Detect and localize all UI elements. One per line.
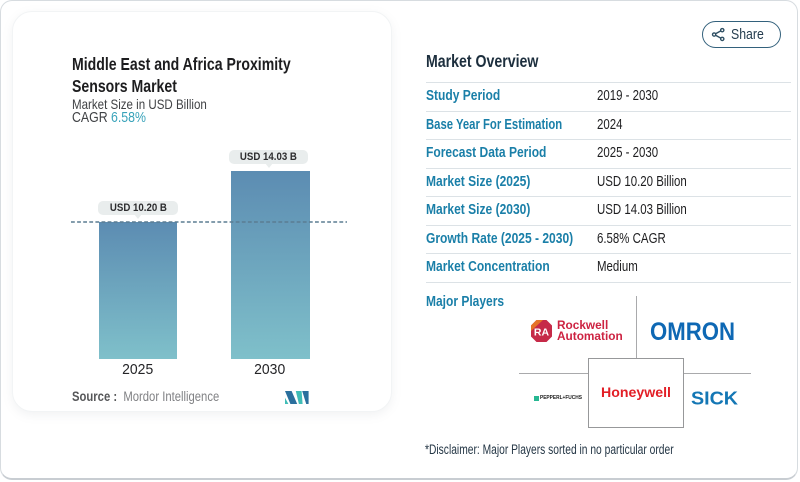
svg-text:SICK: SICK	[691, 389, 738, 408]
svg-text:OMRON: OMRON	[650, 319, 735, 345]
svg-text:RA: RA	[534, 326, 550, 338]
svg-text:Honeywell: Honeywell	[601, 384, 671, 400]
